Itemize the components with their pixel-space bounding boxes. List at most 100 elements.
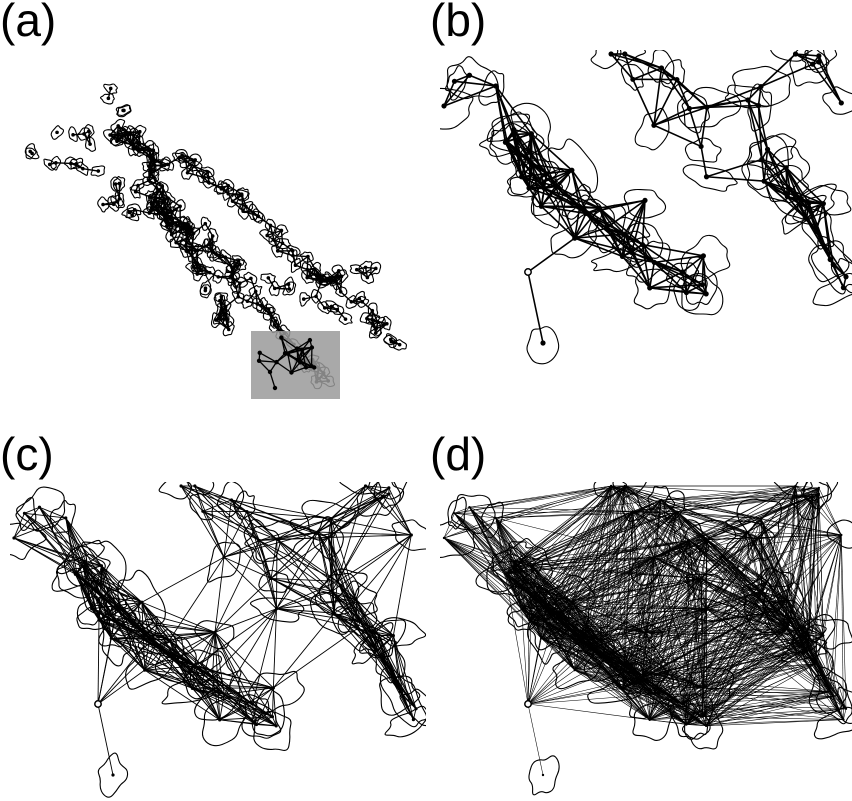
network-node [69,161,73,166]
network-edge [495,85,533,135]
network-edge [144,645,157,671]
network-node [236,259,241,263]
region-contour [826,519,852,549]
network-node [267,369,273,375]
network-edge [268,313,276,326]
network-node [681,702,684,706]
network-edge [225,306,229,321]
network-edge [686,687,704,725]
network-edge [706,591,762,610]
network-node [303,365,309,370]
network-node [323,278,327,282]
network-node [244,204,248,209]
network-edge [194,665,277,727]
network-edge [761,591,844,720]
network-node [807,633,811,637]
network-edge [443,537,508,574]
network-edge [521,608,529,705]
network-node [170,210,174,215]
network-edge [246,511,332,519]
network-edge [83,561,102,567]
network-node [167,638,172,642]
network-edge [531,556,654,566]
network-edge [469,74,497,87]
network-edge [141,556,225,603]
network-node [760,590,764,593]
network-edge [315,295,326,309]
region-contour [50,125,65,140]
region-contour [258,569,292,593]
network-edge [125,617,216,633]
network-edge [378,634,387,664]
network-edge [219,694,225,720]
network-node [816,59,822,65]
network-edge [649,599,787,721]
network-node [623,664,626,668]
region-contour [186,160,203,172]
network-node [275,249,280,253]
region-contour [373,617,426,647]
region-contour [215,180,229,194]
network-edge [785,534,842,600]
network-edge [144,659,177,671]
network-node [381,494,385,498]
network-node [298,360,303,365]
region-contour [383,334,398,349]
network-edge [97,620,115,705]
network-edge [495,517,515,562]
network-edge [382,495,412,536]
network-node [112,618,117,623]
network-node [641,675,644,678]
network-edge [13,537,85,563]
network-edge [763,612,807,651]
network-edge [219,703,253,721]
network-edge [606,659,650,721]
network-edge [527,639,600,705]
network-node [206,175,211,180]
network-node [822,634,825,637]
network-edge [214,632,221,720]
network-edge [527,271,544,344]
network-edge [654,261,683,273]
network-edge [632,511,655,695]
network-edge [681,255,704,273]
region-contour [478,70,505,106]
network-node [272,238,276,242]
network-edge [91,596,103,610]
network-edge [761,485,796,592]
network-edge [301,349,313,367]
region-contour [110,194,125,209]
network-edge [789,621,834,697]
network-edge [528,619,704,689]
network-edge [65,517,102,566]
region-contour [481,501,504,539]
network-edge [101,565,157,646]
network-edge [689,540,763,592]
network-node [37,505,42,509]
network-edge [705,640,809,727]
panel-b-nodes [441,51,849,346]
network-node [218,298,222,303]
network-edge [269,371,276,389]
network-edge [328,485,366,538]
network-node [541,773,545,777]
network-edge [785,167,791,191]
region-contour [110,118,126,133]
network-edge [606,199,646,229]
network-edge [76,561,85,574]
network-edge [763,612,788,629]
network-edge [706,635,824,727]
network-edge [175,242,187,252]
network-edge [706,608,844,720]
network-edge [606,485,612,660]
network-node [287,287,292,291]
network-edge [151,197,156,209]
network-node [840,285,847,291]
network-edge [676,485,796,512]
network-edge [76,572,143,603]
hub-node [524,700,532,708]
network-node [401,694,405,699]
network-node [578,637,581,640]
network-node [12,536,16,540]
network-edge [649,650,807,721]
